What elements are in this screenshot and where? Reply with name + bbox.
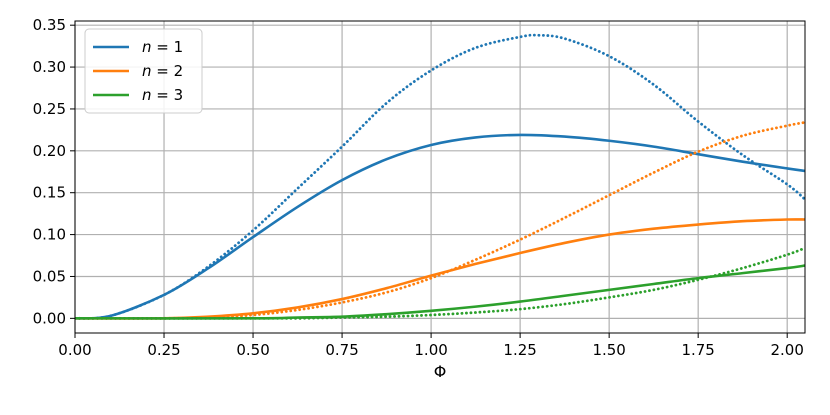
- legend-entry-label: n = 2: [142, 62, 183, 80]
- x-tick-label: 0.00: [58, 341, 91, 359]
- x-tick-label: 1.75: [681, 341, 714, 359]
- y-tick-labels: 0.00 0.05 0.10 0.15 0.20 0.25 0.30 0.35: [33, 16, 66, 327]
- y-tick-label: 0.10: [33, 226, 66, 244]
- series-line-1-solid: [75, 133, 805, 320]
- x-tick-label: 0.75: [325, 341, 358, 359]
- series-line-3-solid: [75, 218, 805, 320]
- y-tick-label: 0.15: [33, 184, 66, 202]
- axes-frame: [74, 20, 806, 334]
- series-line-2-dotted: [75, 33, 805, 320]
- x-tick-label: 1.50: [592, 341, 625, 359]
- series-line-6-dotted: [75, 246, 805, 320]
- series-line-4-dotted: [75, 120, 805, 320]
- x-tick-labels: 0.00 0.25 0.50 0.75 1.00 1.25 1.50 1.75 2.00: [58, 341, 804, 359]
- legend-entry-label: n = 1: [142, 38, 183, 56]
- legend-entry-label: n = 3: [142, 86, 183, 104]
- plot-area: [75, 33, 805, 320]
- x-tick-label: 0.25: [147, 341, 180, 359]
- x-tick-label: 1.00: [414, 341, 447, 359]
- x-tick-label: 1.25: [503, 341, 536, 359]
- y-tick-label: 0.05: [33, 267, 66, 285]
- y-tick-label: 0.25: [33, 100, 66, 118]
- tick-marks: [70, 24, 788, 338]
- y-tick-label: 0.20: [33, 142, 66, 160]
- y-tick-label: 0.00: [33, 309, 66, 327]
- x-tick-label: 2.00: [770, 341, 803, 359]
- x-axis-label: Φ: [434, 362, 447, 381]
- legend-box: [84, 28, 203, 114]
- y-tick-label: 0.30: [33, 58, 66, 76]
- legend: n = 1 n = 2 n = 3: [84, 28, 203, 114]
- x-tick-label: 0.50: [236, 341, 269, 359]
- y-tick-label: 0.35: [33, 16, 66, 34]
